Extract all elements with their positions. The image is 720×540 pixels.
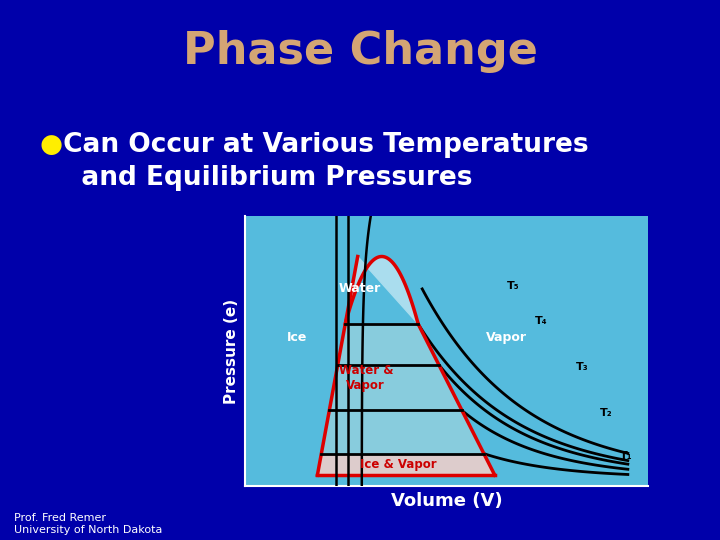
Text: Can Occur at Various Temperatures: Can Occur at Various Temperatures <box>54 132 589 158</box>
Text: T₁: T₁ <box>620 451 632 461</box>
Text: and Equilibrium Pressures: and Equilibrium Pressures <box>54 165 472 191</box>
Polygon shape <box>346 256 418 324</box>
Text: Water &
Vapor: Water & Vapor <box>338 363 393 393</box>
Text: Ice & Vapor: Ice & Vapor <box>360 458 436 471</box>
Polygon shape <box>318 454 495 475</box>
Text: ●: ● <box>40 132 63 158</box>
X-axis label: Volume (V): Volume (V) <box>390 491 503 510</box>
Text: Prof. Fred Remer
University of North Dakota: Prof. Fred Remer University of North Dak… <box>14 513 163 535</box>
Text: Vapor: Vapor <box>487 331 527 344</box>
Text: Phase Change: Phase Change <box>183 30 537 73</box>
Text: T₃: T₃ <box>575 362 588 372</box>
Text: Ice: Ice <box>287 331 307 344</box>
Text: Water: Water <box>338 282 381 295</box>
Text: T₅: T₅ <box>507 281 520 291</box>
Text: T₂: T₂ <box>600 408 612 418</box>
Text: T₄: T₄ <box>535 316 548 326</box>
Polygon shape <box>321 324 484 454</box>
Y-axis label: Pressure (e): Pressure (e) <box>224 299 239 403</box>
